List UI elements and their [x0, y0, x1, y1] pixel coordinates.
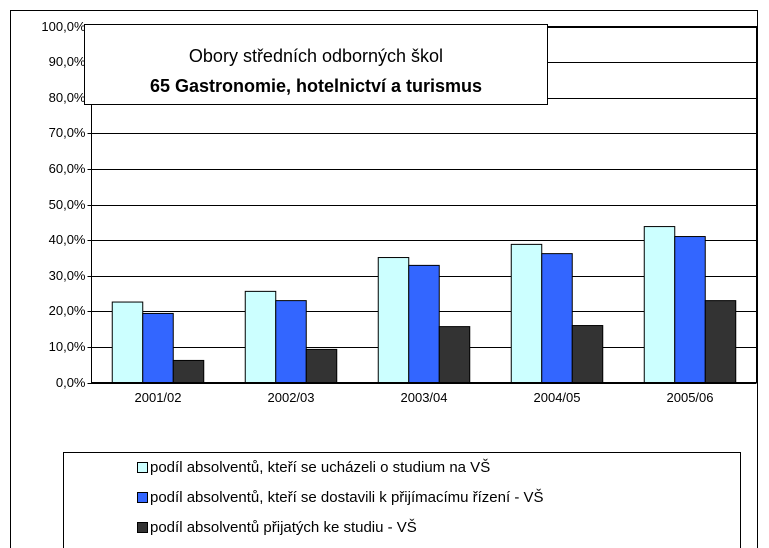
y-tick-label: 30,0%	[49, 268, 86, 283]
legend-swatch	[137, 522, 148, 533]
bar	[142, 312, 174, 384]
bar	[541, 253, 573, 383]
y-tick-label: 50,0%	[49, 197, 86, 212]
x-tick-label: 2002/03	[268, 390, 315, 405]
bar	[275, 300, 307, 383]
x-tick-label: 2001/02	[135, 390, 182, 405]
y-tick-label: 60,0%	[49, 161, 86, 176]
bar	[111, 301, 144, 384]
legend-swatch	[137, 492, 148, 503]
bar	[408, 264, 440, 384]
y-tick-label: 0,0%	[56, 375, 86, 390]
bar	[643, 226, 676, 383]
bar	[305, 348, 338, 383]
y-tick-label: 10,0%	[49, 339, 86, 354]
bar	[674, 236, 706, 383]
bar	[377, 257, 410, 384]
y-tick-label: 40,0%	[49, 232, 86, 247]
legend: podíl absolventů, kteří se ucházeli o st…	[137, 459, 544, 536]
y-tick-label: 100,0%	[41, 19, 86, 34]
legend-label: podíl absolventů, kteří se dostavili k p…	[150, 489, 544, 506]
y-tick-label: 90,0%	[49, 54, 86, 69]
x-tick-label: 2004/05	[534, 390, 581, 405]
chart-subtitle: 65 Gastronomie, hotelnictví a turismus	[150, 76, 482, 96]
legend-label: podíl absolventů, kteří se ucházeli o st…	[150, 459, 490, 476]
bar	[438, 326, 471, 383]
plot: 0,0% 10,0% 20,0% 30,0% 40,0% 50,0% 60,0% 70,0% 8…	[41, 19, 757, 405]
title-box	[84, 24, 548, 105]
bar	[510, 243, 543, 383]
legend-label: podíl absolventů přijatých ke studiu - V…	[150, 519, 417, 536]
y-tick-label: 70,0%	[49, 125, 86, 140]
y-tick-label: 20,0%	[49, 303, 86, 318]
bar	[172, 359, 205, 384]
bar	[704, 300, 737, 383]
legend-swatch	[137, 462, 148, 473]
chart-title: Obory středních odborných škol	[189, 46, 443, 66]
legend-box	[63, 452, 741, 548]
y-tick-label: 80,0%	[49, 90, 86, 105]
x-tick-label: 2005/06	[667, 390, 714, 405]
bar	[244, 290, 277, 384]
bar	[571, 325, 604, 384]
x-tick-label: 2003/04	[401, 390, 448, 405]
